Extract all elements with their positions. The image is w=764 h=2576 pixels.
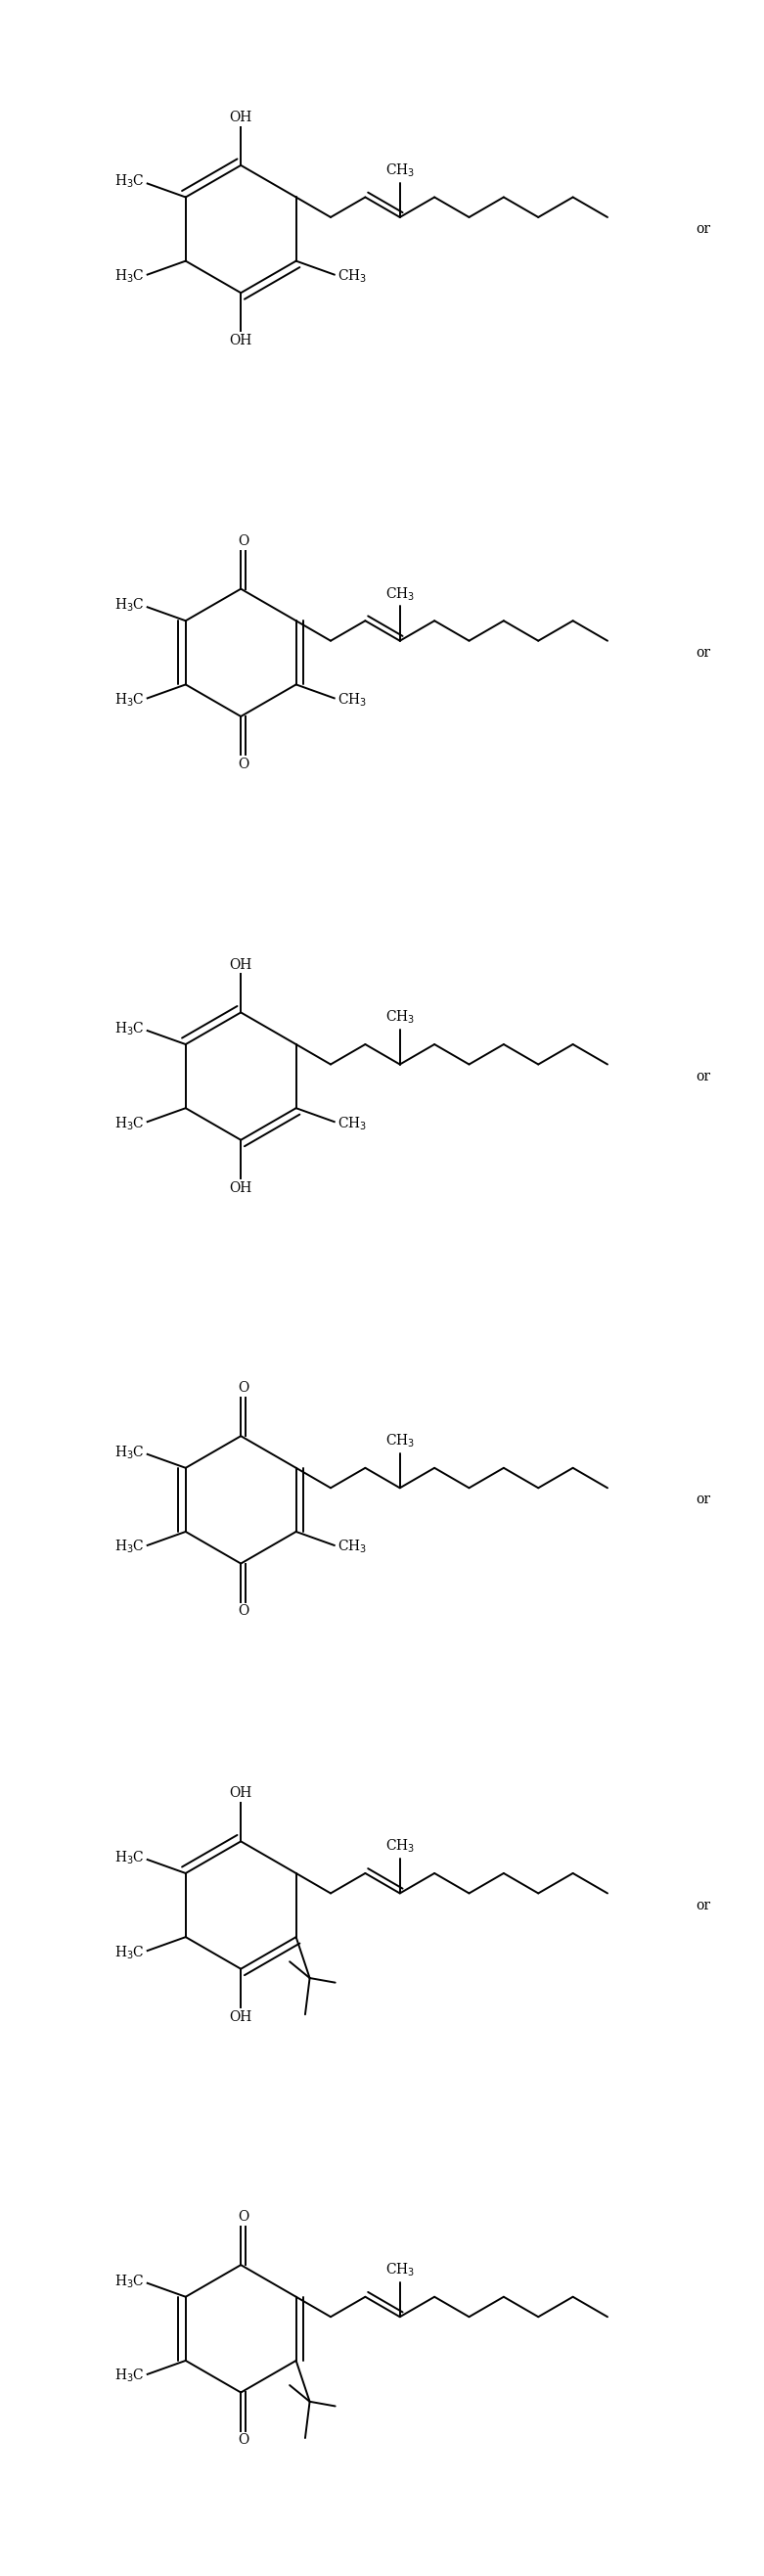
Text: H$_3$C: H$_3$C xyxy=(115,1445,144,1461)
Text: CH$_3$: CH$_3$ xyxy=(385,1839,415,1855)
Text: H$_3$C: H$_3$C xyxy=(115,1850,144,1865)
Text: H$_3$C: H$_3$C xyxy=(115,598,144,613)
Text: CH$_3$: CH$_3$ xyxy=(385,2262,415,2280)
Text: H$_3$C: H$_3$C xyxy=(115,690,144,708)
Text: H$_3$C: H$_3$C xyxy=(115,2272,144,2290)
Text: OH: OH xyxy=(229,111,252,124)
Text: OH: OH xyxy=(229,2009,252,2025)
Text: H$_3$C: H$_3$C xyxy=(115,1538,144,1556)
Text: OH: OH xyxy=(229,335,252,348)
Text: O: O xyxy=(238,2434,248,2447)
Text: H$_3$C: H$_3$C xyxy=(115,1115,144,1131)
Text: OH: OH xyxy=(229,958,252,971)
Text: or: or xyxy=(696,647,711,659)
Text: O: O xyxy=(238,1605,248,1618)
Text: O: O xyxy=(238,1381,248,1396)
Text: or: or xyxy=(696,222,711,237)
Text: OH: OH xyxy=(229,1180,252,1195)
Text: H$_3$C: H$_3$C xyxy=(115,2367,144,2385)
Text: or: or xyxy=(696,1494,711,1507)
Text: O: O xyxy=(238,2210,248,2223)
Text: H$_3$C: H$_3$C xyxy=(115,268,144,286)
Text: O: O xyxy=(238,757,248,770)
Text: OH: OH xyxy=(229,1788,252,1801)
Text: CH$_3$: CH$_3$ xyxy=(385,1010,415,1025)
Text: or: or xyxy=(696,1899,711,1911)
Text: H$_3$C: H$_3$C xyxy=(115,1945,144,1960)
Text: CH$_3$: CH$_3$ xyxy=(385,162,415,178)
Text: O: O xyxy=(238,533,248,549)
Text: CH$_3$: CH$_3$ xyxy=(385,585,415,603)
Text: CH$_3$: CH$_3$ xyxy=(337,268,367,286)
Text: H$_3$C: H$_3$C xyxy=(115,1020,144,1038)
Text: CH$_3$: CH$_3$ xyxy=(385,1432,415,1450)
Text: CH$_3$: CH$_3$ xyxy=(337,1538,367,1556)
Text: CH$_3$: CH$_3$ xyxy=(337,1115,367,1131)
Text: H$_3$C: H$_3$C xyxy=(115,173,144,191)
Text: CH$_3$: CH$_3$ xyxy=(337,690,367,708)
Text: or: or xyxy=(696,1069,711,1082)
